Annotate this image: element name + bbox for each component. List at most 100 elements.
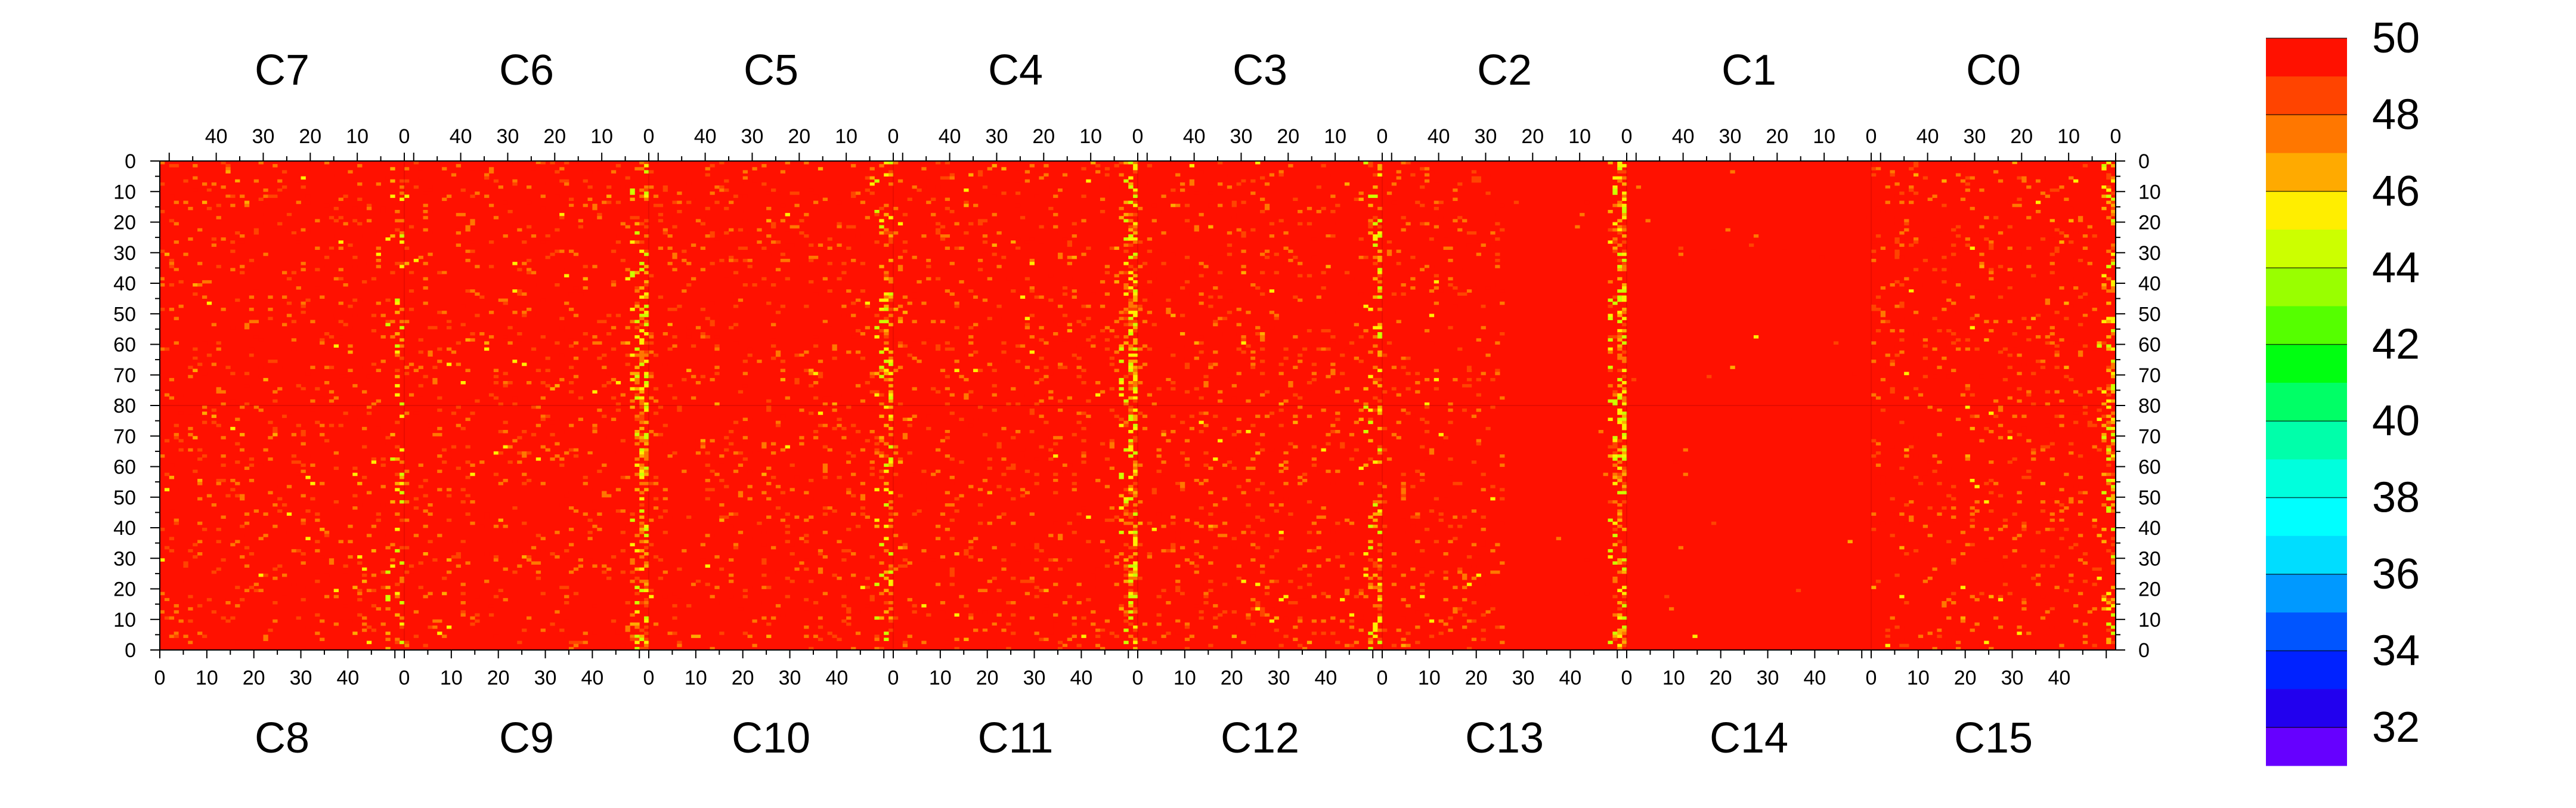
heatmap-cell xyxy=(1298,360,1303,363)
heatmap-cell xyxy=(884,295,889,299)
heatmap-cell xyxy=(714,344,720,348)
heatmap-cell xyxy=(1904,237,1909,241)
heatmap-cell xyxy=(865,604,870,608)
heatmap-cell xyxy=(1608,350,1613,354)
heatmap-cell xyxy=(446,363,452,366)
heatmap-cell xyxy=(691,374,696,379)
heatmap-cell xyxy=(611,280,617,284)
heatmap-cell xyxy=(527,225,532,229)
heatmap-cell xyxy=(202,295,208,299)
heatmap-cell xyxy=(611,396,617,400)
heatmap-cell xyxy=(1161,433,1166,436)
heatmap-cell xyxy=(1133,546,1138,550)
heatmap-cell xyxy=(1006,601,1011,605)
heatmap-cell xyxy=(982,589,988,593)
heatmap-cell xyxy=(235,240,240,244)
heatmap-cell xyxy=(160,500,165,504)
heatmap-cell xyxy=(286,216,292,219)
heatmap-cell xyxy=(1194,540,1199,544)
heatmap-cell xyxy=(2026,390,2032,394)
heatmap-cell xyxy=(202,360,208,363)
heatmap-cell xyxy=(1123,286,1129,290)
heatmap-cell xyxy=(277,188,283,192)
heatmap-cell xyxy=(1020,494,1026,498)
heatmap-cell xyxy=(1330,631,1336,635)
heatmap-cell xyxy=(315,580,320,583)
heatmap-cell xyxy=(855,610,861,614)
heatmap-cell xyxy=(954,509,959,513)
heatmap-cell xyxy=(634,637,640,642)
heatmap-cell xyxy=(1932,237,1937,241)
heatmap-cell xyxy=(488,381,494,385)
heatmap-cell xyxy=(1622,335,1627,339)
heatmap-cell xyxy=(376,399,381,403)
heatmap-cell xyxy=(1208,491,1213,495)
heatmap-cell xyxy=(1970,326,1975,330)
heatmap-cell xyxy=(2040,191,2046,195)
heatmap-cell xyxy=(672,216,677,219)
heatmap-cell xyxy=(954,637,959,642)
chip-label-top: C1 xyxy=(1722,47,1776,94)
heatmap-cell xyxy=(1241,338,1246,342)
heatmap-cell xyxy=(658,335,664,339)
heatmap-cell xyxy=(498,185,503,189)
heatmap-cell xyxy=(174,268,179,271)
heatmap-cell xyxy=(1330,616,1336,620)
heatmap-cell xyxy=(644,295,649,299)
heatmap-cell xyxy=(742,372,748,376)
heatmap-cell xyxy=(611,377,617,382)
heatmap-cell xyxy=(733,543,739,547)
heatmap-cell xyxy=(1330,430,1336,434)
heatmap-cell xyxy=(512,347,518,351)
heatmap-cell xyxy=(1373,255,1378,259)
heatmap-cell xyxy=(230,268,236,271)
heatmap-cell xyxy=(493,179,499,183)
heatmap-cell xyxy=(832,216,837,219)
heatmap-cell xyxy=(1377,225,1383,229)
heatmap-cell xyxy=(644,374,649,379)
heatmap-cell xyxy=(982,631,988,635)
heatmap-cell xyxy=(244,323,250,327)
heatmap-cell xyxy=(1335,469,1340,473)
heatmap-cell xyxy=(1612,185,1618,189)
heatmap-cell xyxy=(832,344,837,348)
heatmap-cell xyxy=(296,286,301,290)
heatmap-cell xyxy=(1373,335,1378,339)
heatmap-cell xyxy=(395,374,400,379)
heatmap-cell xyxy=(1424,265,1430,268)
heatmap-cell xyxy=(855,430,861,434)
heatmap-cell xyxy=(1208,512,1213,516)
heatmap-cell xyxy=(996,304,1002,308)
heatmap-cell xyxy=(493,555,499,559)
heatmap-cell xyxy=(1053,472,1058,476)
heatmap-cell xyxy=(320,423,325,428)
heatmap-cell xyxy=(1044,374,1049,379)
heatmap-cell xyxy=(1015,246,1021,250)
heatmap-cell xyxy=(597,469,602,473)
heatmap-cell xyxy=(686,206,692,210)
heatmap-cell xyxy=(653,555,659,559)
heatmap-cell xyxy=(413,506,419,510)
heatmap-cell xyxy=(1306,414,1312,418)
heatmap-cell xyxy=(512,262,518,265)
heatmap-cell xyxy=(644,619,649,623)
heatmap-cell xyxy=(1321,164,1326,168)
heatmap-cell xyxy=(2111,286,2116,290)
heatmap-cell xyxy=(2007,366,2012,369)
heatmap-cell xyxy=(221,616,226,620)
heatmap-cell xyxy=(1128,255,1134,259)
heatmap-cell xyxy=(935,448,941,452)
heatmap-cell xyxy=(602,436,607,439)
heatmap-cell xyxy=(705,402,710,406)
heatmap-cell xyxy=(1608,210,1613,213)
heatmap-cell xyxy=(1029,164,1035,168)
heatmap-cell xyxy=(1100,540,1106,544)
heatmap-cell xyxy=(169,475,175,479)
heatmap-cell xyxy=(1424,179,1430,183)
heatmap-cell xyxy=(1029,314,1035,317)
heatmap-cell xyxy=(667,304,673,308)
heatmap-cell xyxy=(1020,216,1026,219)
heatmap-cell xyxy=(2017,372,2022,376)
heatmap-cell xyxy=(1311,549,1317,553)
